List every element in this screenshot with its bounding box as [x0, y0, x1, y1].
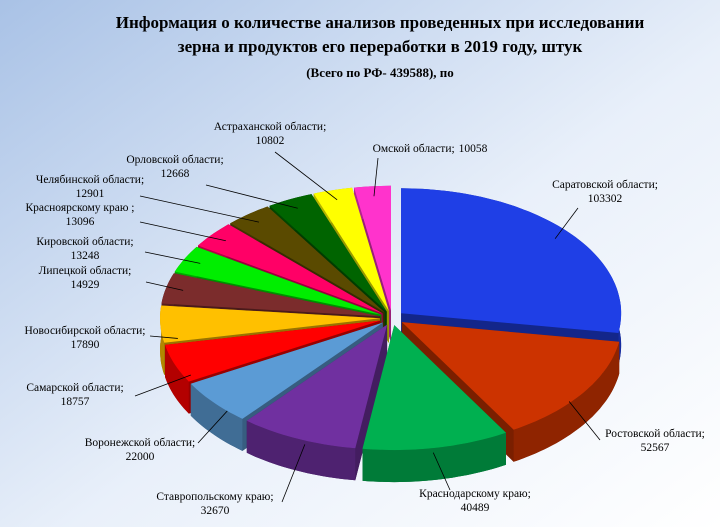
slice	[401, 322, 620, 430]
value-label: 52567	[641, 442, 670, 454]
leader-line	[145, 281, 184, 291]
value-label: 32670	[201, 505, 230, 517]
slice	[313, 187, 389, 311]
leader-line	[568, 401, 601, 441]
slice-wall	[355, 324, 388, 481]
chart-subtitle: (Всего по РФ- 439588), по	[306, 65, 454, 80]
value-label: 12901	[76, 188, 105, 200]
leader-line	[205, 184, 298, 209]
slice-rim	[165, 344, 189, 414]
slice	[160, 305, 380, 343]
slice-side	[362, 325, 506, 483]
leader-line	[432, 452, 451, 491]
value-label: 18757	[61, 396, 90, 408]
slice	[362, 325, 506, 451]
leader-line	[144, 251, 201, 264]
slice-rim	[190, 383, 243, 451]
leader-line	[281, 444, 306, 503]
leader-line	[139, 221, 226, 242]
category-label: Самарской области;	[26, 382, 123, 394]
slice	[165, 320, 381, 382]
chart-title: зерна и продуктов его переработки в 2019…	[178, 37, 583, 56]
slice	[269, 194, 387, 312]
category-label: Краснодарскому краю;	[419, 488, 531, 500]
category-label: Омской области;	[373, 143, 455, 155]
leader-line	[149, 335, 178, 339]
value-label: 103302	[588, 193, 623, 205]
value-label: 10802	[256, 135, 285, 147]
category-label: Воронежской области;	[85, 437, 195, 449]
slice-side	[246, 324, 388, 481]
value-label: 22000	[126, 451, 155, 463]
slice	[230, 206, 385, 313]
chart-title: Информация о количестве анализов проведе…	[116, 13, 645, 32]
slice	[161, 273, 381, 317]
slice	[246, 324, 388, 449]
category-label: Новосибирской области;	[25, 325, 146, 337]
value-label: 14929	[71, 279, 100, 291]
leader-line	[197, 410, 228, 444]
value-label: 17890	[71, 339, 100, 351]
value-label: 13248	[71, 250, 100, 262]
slice	[174, 246, 382, 315]
leader-line	[554, 207, 579, 239]
data-label: Омской области; 10058	[373, 143, 488, 155]
category-label: Астраханской области;	[214, 121, 327, 133]
value-label: 13096	[66, 216, 95, 228]
category-label: Орловской области;	[126, 154, 223, 166]
category-label: Ставропольскому краю;	[156, 491, 273, 503]
value-label: 10058	[459, 143, 488, 155]
slice-rim	[362, 432, 506, 483]
slice	[401, 188, 622, 333]
category-label: Липецкой области;	[39, 265, 132, 277]
category-label: Ростовской области;	[605, 428, 705, 440]
leader-line	[274, 151, 338, 201]
category-label: Челябинской области;	[36, 174, 144, 186]
slice-rim	[246, 420, 356, 481]
slice-rim	[513, 341, 620, 462]
category-label: Красноярскому краю ;	[26, 202, 135, 214]
value-label: 40489	[461, 502, 490, 514]
slice	[354, 185, 391, 311]
category-label: Саратовской области;	[552, 179, 658, 191]
leader-line	[373, 157, 379, 197]
value-label: 12668	[161, 168, 190, 180]
slice	[198, 224, 383, 314]
leader-line	[139, 195, 260, 223]
category-label: Кировской области;	[36, 236, 133, 248]
leader-line	[134, 374, 192, 397]
slice	[190, 322, 383, 419]
